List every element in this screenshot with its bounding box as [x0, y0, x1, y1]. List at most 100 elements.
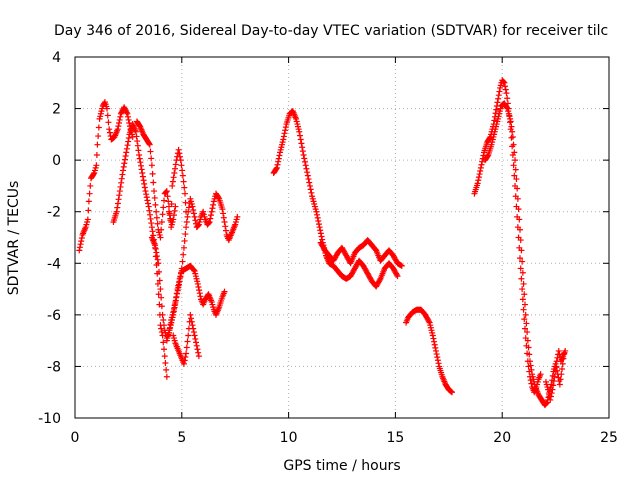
data-point: [190, 329, 197, 336]
data-point: [113, 208, 120, 215]
data-point: [133, 133, 140, 140]
data-point: [150, 179, 157, 186]
data-point: [502, 83, 509, 90]
data-point: [169, 178, 176, 185]
data-point: [314, 214, 321, 221]
data-point: [206, 219, 213, 226]
data-point: [189, 322, 196, 329]
data-point: [503, 90, 510, 97]
data-point: [525, 344, 532, 351]
data-point: [511, 172, 518, 179]
y-tick-labels: -10 -8 -6 -4 -2 0 2 4: [38, 50, 61, 427]
y-tick-label: -10: [38, 411, 61, 427]
data-point: [171, 207, 178, 214]
data-point: [171, 170, 178, 177]
data-point: [296, 128, 303, 135]
data-point: [138, 166, 145, 173]
data-point: [282, 124, 289, 131]
data-point: [189, 203, 196, 210]
data-point: [190, 325, 197, 332]
data-point: [151, 194, 158, 201]
data-point: [180, 244, 187, 251]
data-point: [316, 224, 323, 231]
data-point: [184, 213, 191, 220]
data-point: [134, 138, 141, 145]
data-point: [306, 179, 313, 186]
data-point: [174, 290, 181, 297]
data-point: [116, 116, 123, 123]
data-point: [521, 325, 528, 332]
x-axis-label: GPS time / hours: [283, 458, 400, 474]
data-point: [512, 166, 519, 173]
data-point: [478, 161, 485, 168]
data-point: [172, 161, 179, 168]
data-point: [135, 147, 142, 154]
data-point: [184, 338, 191, 345]
data-point: [301, 158, 308, 165]
data-point: [547, 396, 554, 403]
data-point: [195, 222, 202, 229]
data-point: [123, 145, 130, 152]
data-point: [182, 190, 189, 197]
data-point: [180, 251, 187, 258]
data-point: [182, 199, 189, 206]
data-point: [123, 109, 130, 116]
data-point: [280, 133, 287, 140]
data-point: [315, 221, 322, 228]
data-point: [147, 215, 154, 222]
data-point: [93, 162, 100, 169]
data-point: [220, 214, 227, 221]
data-point: [169, 182, 176, 189]
data-point: [140, 177, 147, 184]
data-point: [520, 306, 527, 313]
data-point: [550, 378, 557, 385]
data-point: [180, 178, 187, 185]
data-point: [509, 128, 516, 135]
data-point: [114, 200, 121, 207]
data-point: [160, 204, 167, 211]
data-point: [172, 301, 179, 308]
data-point: [196, 290, 203, 297]
data-point: [431, 338, 438, 345]
data-point: [178, 265, 185, 272]
plot-frame: [74, 56, 610, 419]
data-point: [313, 208, 320, 215]
data-point: [195, 353, 202, 360]
data-point: [298, 140, 305, 147]
data-point: [306, 182, 313, 189]
data-point: [146, 140, 153, 147]
data-point: [484, 153, 491, 160]
data-point: [145, 203, 152, 210]
data-point: [527, 362, 534, 369]
data-point: [191, 332, 198, 339]
data-point: [303, 165, 310, 172]
data-point: [215, 194, 222, 201]
chart-title: Day 346 of 2016, Sidereal Day-to-day VTE…: [54, 23, 608, 39]
series-track-L: [542, 347, 569, 403]
data-point: [517, 237, 524, 244]
data-point: [510, 141, 517, 148]
data-point: [95, 133, 102, 140]
data-point: [149, 170, 156, 177]
data-point: [537, 371, 544, 378]
data-point: [170, 311, 177, 318]
data-point: [86, 190, 93, 197]
data-point: [518, 247, 525, 254]
data-point: [159, 311, 166, 318]
data-point: [190, 267, 197, 274]
data-point: [192, 335, 199, 342]
x-tick-label: 20: [493, 430, 511, 446]
data-point: [519, 296, 526, 303]
data-point: [425, 318, 432, 325]
data-point: [153, 208, 160, 215]
data-point: [432, 347, 439, 354]
data-point: [510, 162, 517, 169]
data-point: [148, 224, 155, 231]
data-point: [431, 341, 438, 348]
data-point: [160, 317, 167, 324]
data-point: [187, 311, 194, 318]
data-point: [139, 173, 146, 180]
data-point: [516, 216, 523, 223]
data-point: [511, 149, 518, 156]
data-point: [180, 360, 187, 367]
